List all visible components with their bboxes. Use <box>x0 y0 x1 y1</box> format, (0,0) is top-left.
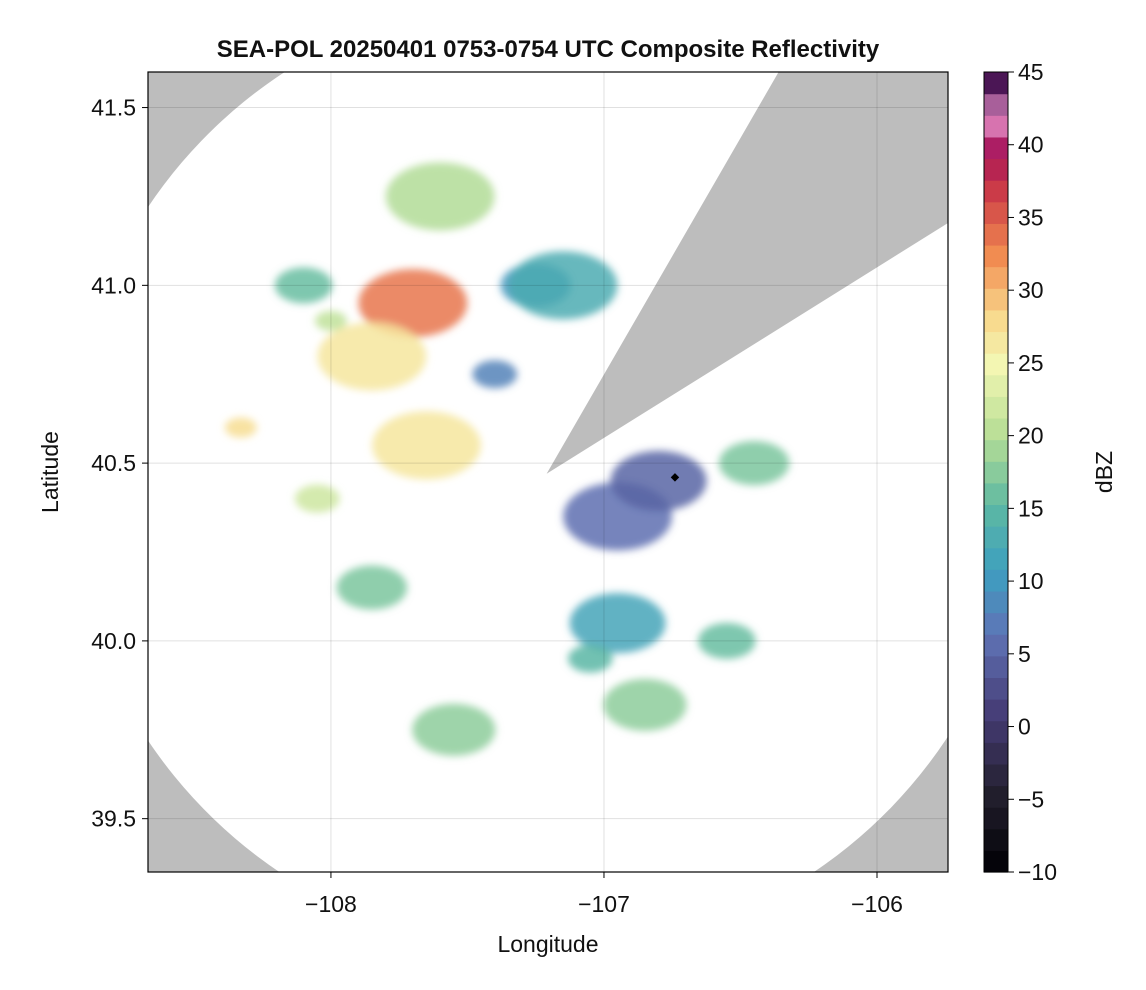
colorbar-segment <box>984 223 1008 246</box>
grid-lines <box>148 72 948 872</box>
colorbar-segment <box>984 807 1008 830</box>
x-tick-label: −106 <box>851 891 903 917</box>
x-axis-label: Longitude <box>497 931 598 957</box>
echo-region <box>372 411 481 480</box>
radar-site-marker <box>670 473 680 482</box>
colorbar-tick-label: 45 <box>1018 59 1044 85</box>
y-tick-label: 40.0 <box>91 628 136 654</box>
colorbar-segment <box>984 526 1008 549</box>
reflectivity-echoes <box>224 162 790 756</box>
colorbar: −10 −5 0 5 10 15 20 25 30 35 40 45 <box>983 59 1057 885</box>
echo-region <box>569 593 666 654</box>
y-tick-label: 41.5 <box>91 95 136 121</box>
colorbar-segment <box>984 763 1008 787</box>
colorbar-segment <box>984 288 1008 311</box>
colorbar-tick-label: −5 <box>1018 786 1044 812</box>
echo-region <box>698 622 756 659</box>
echo-region <box>567 644 613 673</box>
echo-region <box>610 450 707 511</box>
plot-area <box>148 72 948 872</box>
colorbar-tick-label: 0 <box>1018 714 1031 740</box>
echo-region <box>412 703 496 756</box>
colorbar-segment <box>984 417 1008 441</box>
colorbar-segment <box>984 677 1008 700</box>
echo-region <box>294 484 340 513</box>
radar-coverage-area <box>148 72 948 872</box>
chart-title: SEA-POL 20250401 0753-0754 UTC Composite… <box>217 36 880 63</box>
echo-region <box>274 267 333 304</box>
colorbar-segment <box>984 504 1008 527</box>
colorbar-label: dBZ <box>1091 451 1117 493</box>
colorbar-segment <box>984 590 1008 614</box>
x-tick-label: −108 <box>305 891 357 917</box>
colorbar-segment <box>984 374 1008 397</box>
echo-region <box>472 360 518 389</box>
x-tick-label: −107 <box>578 891 630 917</box>
colorbar-segment <box>984 439 1008 462</box>
colorbar-segment <box>984 828 1008 851</box>
colorbar-segment <box>984 244 1008 268</box>
colorbar-tick-label: 5 <box>1018 641 1031 667</box>
echo-region <box>336 565 408 610</box>
y-tick-label: 39.5 <box>91 806 136 832</box>
x-axis-ticks: −108 −107 −106 <box>305 872 903 917</box>
colorbar-tick-label: 30 <box>1018 277 1044 303</box>
y-tick-label: 40.5 <box>91 450 136 476</box>
colorbar-segment <box>984 569 1008 592</box>
colorbar-segment <box>984 720 1008 743</box>
colorbar-tick-label: 15 <box>1018 495 1044 521</box>
colorbar-segment <box>984 850 1008 873</box>
colorbar-segment <box>984 655 1008 679</box>
colorbar-segment <box>984 785 1008 808</box>
echo-region <box>224 417 257 438</box>
colorbar-segment <box>984 634 1008 657</box>
colorbar-tick-label: 10 <box>1018 568 1044 594</box>
colorbar-tick-label: 25 <box>1018 350 1044 376</box>
colorbar-segment <box>984 266 1008 289</box>
echo-region <box>508 251 618 320</box>
echo-region <box>358 269 468 338</box>
colorbar-segment <box>984 461 1008 484</box>
echo-region <box>603 678 687 731</box>
colorbar-segment <box>984 396 1008 419</box>
colorbar-segment <box>984 115 1008 138</box>
y-axis-ticks: 39.5 40.0 40.5 41.0 41.5 <box>91 95 148 832</box>
colorbar-segment <box>984 72 1008 95</box>
colorbar-segment <box>984 612 1008 635</box>
echo-region <box>314 310 347 331</box>
colorbar-tick-label: 35 <box>1018 204 1044 230</box>
colorbar-segment <box>984 180 1008 203</box>
y-axis-label: Latitude <box>37 431 63 513</box>
plot-frame <box>147 71 949 873</box>
echo-region <box>385 162 495 231</box>
colorbar-tick-label: 40 <box>1018 132 1044 158</box>
colorbar-segment <box>984 309 1008 333</box>
colorbar-segment <box>984 699 1008 722</box>
echo-region <box>317 322 427 391</box>
colorbar-segment <box>984 158 1008 181</box>
colorbar-tick-label: 20 <box>1018 423 1044 449</box>
colorbar-segment <box>984 331 1008 354</box>
echo-region <box>718 441 790 486</box>
colorbar-segment <box>984 136 1008 160</box>
y-tick-label: 41.0 <box>91 272 136 298</box>
colorbar-segment <box>984 201 1008 224</box>
colorbar-segment <box>984 482 1008 506</box>
colorbar-frame <box>983 71 1009 873</box>
colorbar-segment <box>984 742 1008 765</box>
colorbar-segment <box>984 353 1008 376</box>
colorbar-segment <box>984 547 1008 570</box>
colorbar-tick-label: −10 <box>1018 859 1057 885</box>
colorbar-segment <box>984 93 1008 116</box>
